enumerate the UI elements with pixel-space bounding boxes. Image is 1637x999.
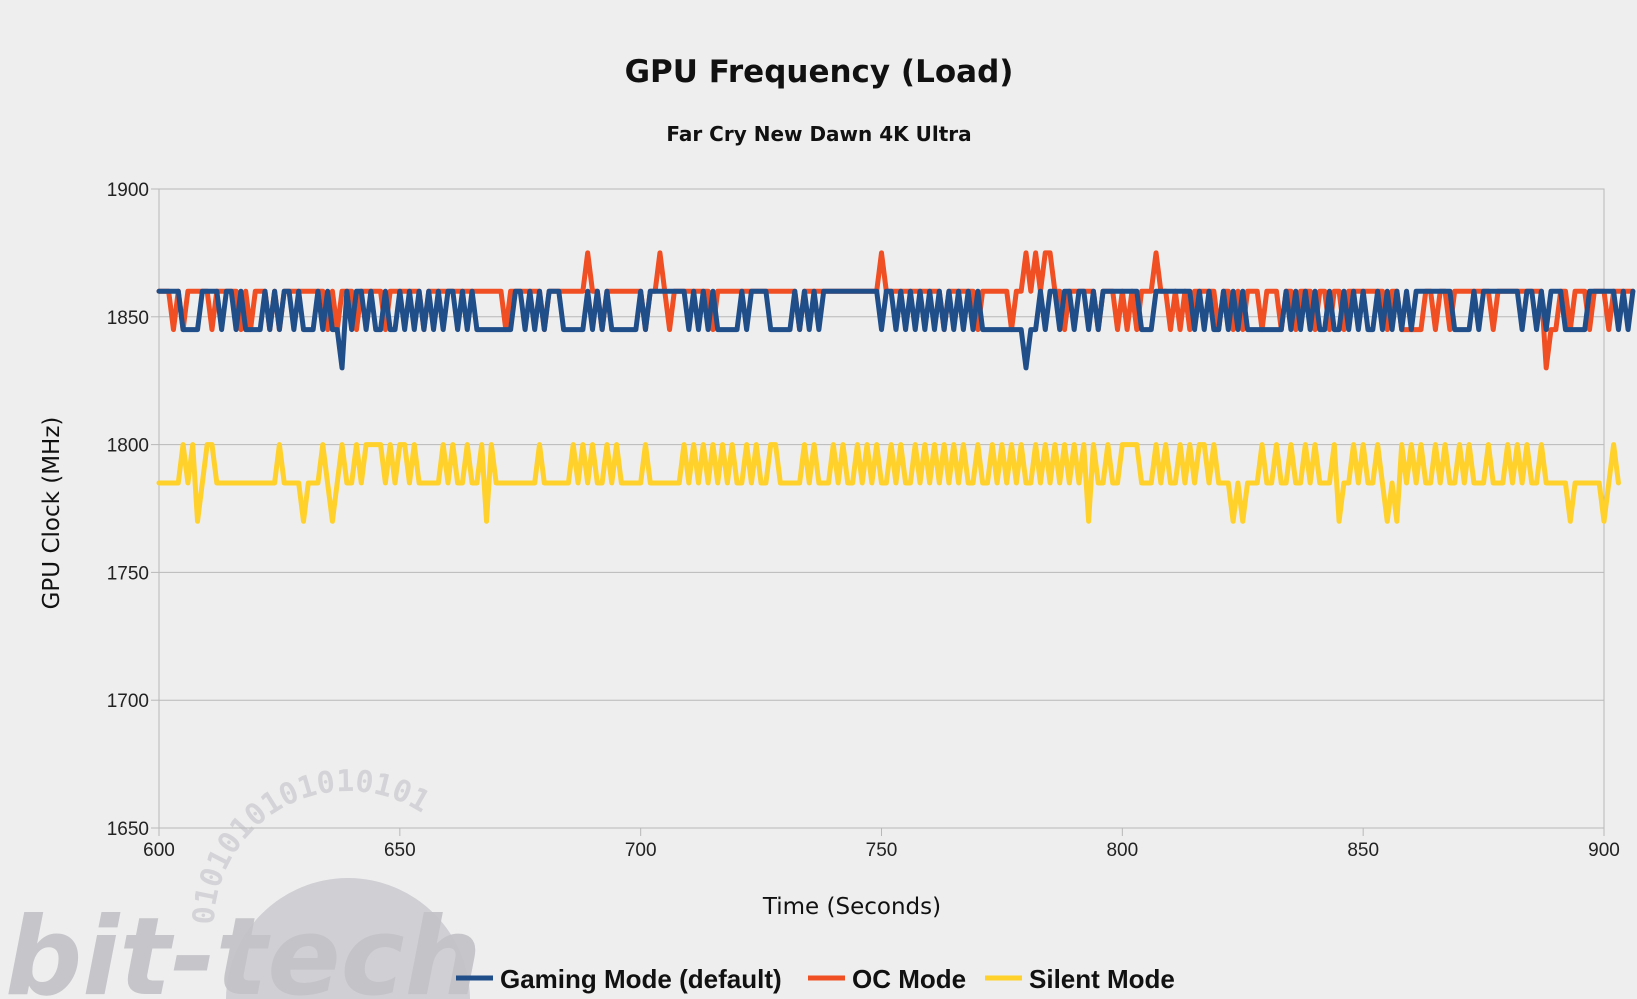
x-tick-label-900: 900 xyxy=(1588,840,1620,861)
x-tick-label-650: 650 xyxy=(384,840,416,861)
watermark-dome xyxy=(226,878,470,999)
y-tick-label-1850: 1850 xyxy=(107,308,149,329)
series-line-oc-mode xyxy=(156,250,1636,371)
x-tick-label-850: 850 xyxy=(1347,840,1379,861)
y-axis-ticks: 1650 1700 1750 1800 1850 1900 xyxy=(107,180,149,840)
chart-subtitle: Far Cry New Dawn 4K Ultra xyxy=(666,122,971,146)
legend-label-gaming-mode: Gaming Mode (default) xyxy=(500,964,782,994)
x-tick-label-800: 800 xyxy=(1106,840,1138,861)
x-tick-label-700: 700 xyxy=(625,840,657,861)
x-axis-ticks: 600 650 700 750 800 850 900 xyxy=(143,840,1620,861)
series-line-silent-mode xyxy=(156,442,1621,524)
chart-title: GPU Frequency (Load) xyxy=(625,54,1014,90)
y-tick-label-1900: 1900 xyxy=(107,180,149,201)
series-line-gaming-mode-default xyxy=(156,288,1636,371)
series-lines xyxy=(156,250,1636,524)
watermark-logo-text: bit-tech xyxy=(5,895,482,999)
y-axis-label: GPU Clock (MHz) xyxy=(39,417,65,610)
watermark: 0101010101010101 bit-tech xyxy=(5,764,482,999)
x-tick-label-600: 600 xyxy=(143,840,175,861)
legend-label-silent-mode: Silent Mode xyxy=(1029,964,1175,994)
legend: Gaming Mode (default) OC Mode Silent Mod… xyxy=(456,964,1175,994)
y-tick-label-1700: 1700 xyxy=(107,691,149,712)
x-axis-label: Time (Seconds) xyxy=(762,894,941,920)
legend-label-oc-mode: OC Mode xyxy=(852,964,966,994)
y-tick-label-1750: 1750 xyxy=(107,563,149,584)
y-tick-label-1800: 1800 xyxy=(107,436,149,457)
y-tick-label-1650: 1650 xyxy=(107,819,149,840)
x-tick-label-750: 750 xyxy=(866,840,898,861)
